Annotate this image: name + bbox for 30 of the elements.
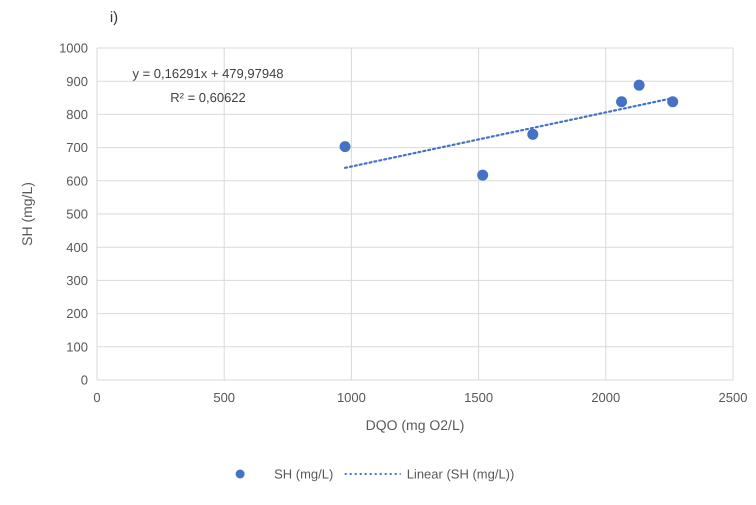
x-tick-label: 1500 bbox=[464, 390, 494, 405]
point bbox=[527, 128, 538, 140]
annotation: R² = 0,60622 bbox=[170, 90, 246, 105]
legend-label: SH (mg/L) bbox=[274, 466, 334, 482]
x-tick-label: 1000 bbox=[336, 390, 366, 405]
y-tick-label: 900 bbox=[66, 74, 88, 89]
chart-title: i) bbox=[110, 9, 118, 26]
y-tick-label: 300 bbox=[66, 272, 88, 288]
point bbox=[667, 96, 678, 108]
annotation: y = 0,16291x + 479,97948 bbox=[132, 66, 284, 81]
y-tick-label: 0 bbox=[80, 372, 88, 388]
y-axis-title: SH (mg/L) bbox=[19, 182, 35, 246]
y-tick-label: 700 bbox=[66, 140, 88, 156]
y-tick-label: 500 bbox=[66, 206, 88, 222]
x-tick-label: 2500 bbox=[718, 390, 748, 405]
point bbox=[477, 170, 488, 181]
x-tick-label: 500 bbox=[213, 390, 236, 405]
point bbox=[616, 96, 628, 108]
y-tick-label: 1000 bbox=[59, 40, 88, 56]
point bbox=[634, 80, 645, 91]
x-tick-label: 2000 bbox=[591, 390, 620, 405]
y-tick-label: 800 bbox=[66, 106, 88, 122]
y-tick-label: 100 bbox=[66, 339, 88, 354]
x-axis-title: DQO (mg O2/L) bbox=[366, 417, 464, 433]
point bbox=[340, 141, 351, 152]
y-tick-label: 400 bbox=[66, 240, 88, 255]
y-tick-label: 600 bbox=[66, 173, 88, 188]
x-tick-label: 0 bbox=[93, 390, 101, 405]
legend-label: Linear (SH (mg/L)) bbox=[406, 466, 514, 482]
y-tick-label: 200 bbox=[66, 306, 88, 322]
